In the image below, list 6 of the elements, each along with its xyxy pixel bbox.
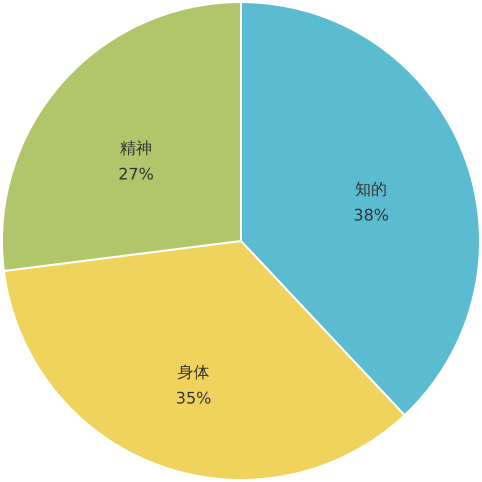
data-label: 38% (353, 205, 389, 224)
slice-label: 知的 (355, 179, 388, 198)
data-label: 35% (176, 388, 212, 408)
slice-label: 身体 (178, 362, 210, 382)
slice-label: 精神 (120, 138, 152, 158)
data-label: 27% (118, 164, 154, 184)
